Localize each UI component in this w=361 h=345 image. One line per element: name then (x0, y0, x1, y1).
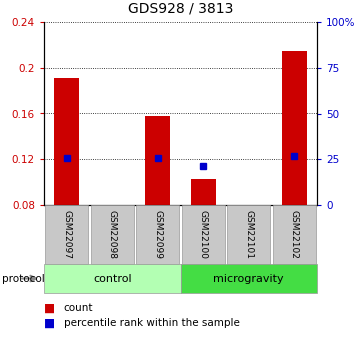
Text: GSM22099: GSM22099 (153, 210, 162, 259)
Text: GSM22098: GSM22098 (108, 210, 117, 259)
Text: GSM22101: GSM22101 (244, 210, 253, 259)
Bar (191, 179, 216, 205)
Text: GSM22102: GSM22102 (290, 210, 299, 259)
Bar (282, 51, 307, 205)
Bar (54, 78, 79, 205)
Text: GSM22100: GSM22100 (199, 210, 208, 259)
Bar (145, 116, 170, 205)
Text: microgravity: microgravity (213, 274, 284, 284)
Text: GSM22097: GSM22097 (62, 210, 71, 259)
Text: GDS928 / 3813: GDS928 / 3813 (128, 2, 233, 16)
Text: ■: ■ (44, 316, 55, 329)
Text: ■: ■ (44, 302, 55, 315)
Text: percentile rank within the sample: percentile rank within the sample (64, 318, 240, 328)
Text: protocol: protocol (2, 274, 44, 284)
Text: control: control (93, 274, 131, 284)
Text: count: count (64, 303, 93, 313)
